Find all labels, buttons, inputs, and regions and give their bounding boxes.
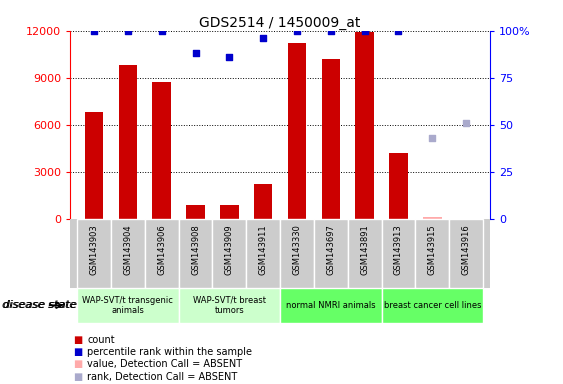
Point <box>225 54 234 60</box>
Text: GSM143911: GSM143911 <box>258 224 267 275</box>
Bar <box>423 217 441 219</box>
Point <box>394 28 403 34</box>
Bar <box>348 219 382 288</box>
Bar <box>389 153 408 219</box>
Text: disease state: disease state <box>3 300 77 310</box>
Text: ■: ■ <box>73 347 82 357</box>
Bar <box>314 219 348 288</box>
Bar <box>220 205 239 219</box>
Text: WAP-SVT/t transgenic
animals: WAP-SVT/t transgenic animals <box>82 296 173 315</box>
Bar <box>77 219 111 288</box>
Bar <box>178 288 280 323</box>
Text: GSM143330: GSM143330 <box>293 224 302 275</box>
Bar <box>212 219 246 288</box>
Bar <box>280 288 382 323</box>
Bar <box>77 288 178 323</box>
Bar <box>119 65 137 219</box>
Point <box>90 28 99 34</box>
Text: ■: ■ <box>73 335 82 345</box>
Point <box>462 120 471 126</box>
Text: GSM143697: GSM143697 <box>327 224 336 275</box>
Text: breast cancer cell lines: breast cancer cell lines <box>383 301 481 310</box>
Text: GSM143909: GSM143909 <box>225 224 234 275</box>
Point <box>191 50 200 56</box>
Point <box>327 28 336 34</box>
Point <box>360 28 369 34</box>
Bar <box>85 112 104 219</box>
Text: GSM143903: GSM143903 <box>90 224 99 275</box>
Title: GDS2514 / 1450009_at: GDS2514 / 1450009_at <box>199 16 361 30</box>
Point <box>157 28 166 34</box>
Bar <box>382 219 415 288</box>
Bar <box>246 219 280 288</box>
Text: WAP-SVT/t breast
tumors: WAP-SVT/t breast tumors <box>193 296 266 315</box>
Text: rank, Detection Call = ABSENT: rank, Detection Call = ABSENT <box>87 372 238 382</box>
Bar <box>178 219 212 288</box>
Bar <box>280 219 314 288</box>
Point <box>428 135 437 141</box>
Text: percentile rank within the sample: percentile rank within the sample <box>87 347 252 357</box>
Bar <box>153 83 171 219</box>
Bar <box>186 205 205 219</box>
Bar <box>449 219 483 288</box>
Text: GSM143916: GSM143916 <box>462 224 471 275</box>
Text: normal NMRI animals: normal NMRI animals <box>286 301 376 310</box>
Text: value, Detection Call = ABSENT: value, Detection Call = ABSENT <box>87 359 243 369</box>
Bar <box>355 32 374 219</box>
Bar <box>254 184 272 219</box>
Text: GSM143891: GSM143891 <box>360 224 369 275</box>
Bar <box>111 219 145 288</box>
Text: GSM143913: GSM143913 <box>394 224 403 275</box>
Text: disease state: disease state <box>2 300 76 310</box>
Text: GSM143906: GSM143906 <box>157 224 166 275</box>
Text: GSM143908: GSM143908 <box>191 224 200 275</box>
Point <box>258 35 267 41</box>
Text: GSM143904: GSM143904 <box>123 224 132 275</box>
Bar <box>382 288 483 323</box>
Text: ■: ■ <box>73 372 82 382</box>
Point <box>293 28 302 34</box>
Text: ■: ■ <box>73 359 82 369</box>
Point <box>123 28 132 34</box>
Bar <box>145 219 178 288</box>
Text: GSM143915: GSM143915 <box>428 224 437 275</box>
Bar <box>288 43 306 219</box>
Text: count: count <box>87 335 115 345</box>
Bar <box>321 59 340 219</box>
Bar <box>415 219 449 288</box>
